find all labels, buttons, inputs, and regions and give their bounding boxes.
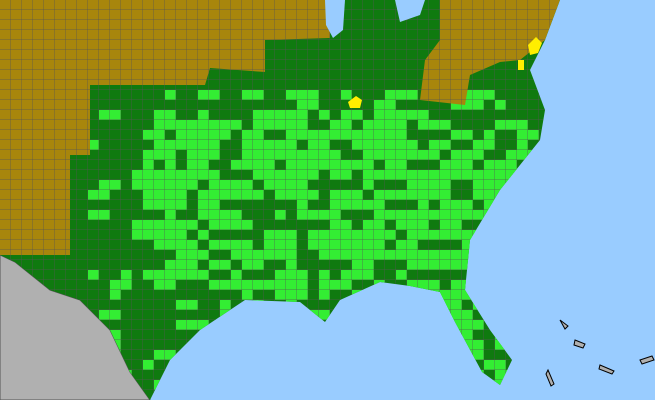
bahamas (545, 319, 655, 387)
great-lake-michigan (325, 0, 345, 38)
great-lake-erie (395, 0, 425, 22)
